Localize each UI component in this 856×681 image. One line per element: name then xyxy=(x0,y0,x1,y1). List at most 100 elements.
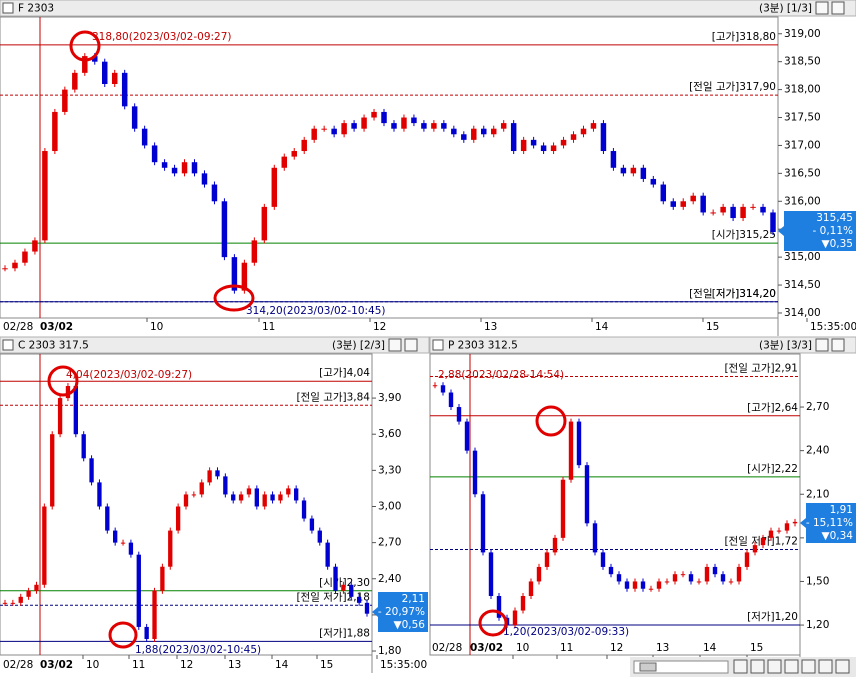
candle xyxy=(696,581,702,583)
highlight-circle xyxy=(213,284,255,312)
play-back-button[interactable] xyxy=(733,659,748,674)
candle xyxy=(616,574,622,582)
stop-button[interactable] xyxy=(750,659,765,674)
x-tick-label: 03/02 xyxy=(40,321,73,333)
candle xyxy=(160,566,165,591)
candle xyxy=(471,128,477,140)
candle xyxy=(720,574,726,582)
candle xyxy=(630,167,637,174)
candle xyxy=(286,488,291,495)
candle xyxy=(750,206,756,208)
y-tick-label: 2,40 xyxy=(806,445,829,457)
x-tick-label: 15 xyxy=(320,659,333,671)
candle xyxy=(72,72,78,90)
candle xyxy=(291,151,297,157)
candle xyxy=(576,421,582,466)
candle xyxy=(632,581,638,589)
candle xyxy=(32,240,38,252)
scroll-thumb[interactable] xyxy=(639,662,657,672)
candle xyxy=(301,500,307,519)
price-box-text: ▼0,35 xyxy=(822,238,853,250)
highlight-circle xyxy=(478,609,508,637)
y-tick-label: 3,30 xyxy=(378,464,401,476)
play-forward-button[interactable] xyxy=(767,659,782,674)
x-tick-label: 11 xyxy=(132,659,145,671)
candle xyxy=(792,521,798,524)
candle xyxy=(89,458,94,483)
zoom-out-button[interactable] xyxy=(801,659,816,674)
y-tick-label: 314,00 xyxy=(784,307,821,319)
high-note: 2,88(2023/02/28-14:54) xyxy=(438,369,564,381)
price-box-text: - 15,11% xyxy=(806,517,853,529)
scroll-track[interactable] xyxy=(633,660,729,674)
candle xyxy=(451,128,457,135)
candle xyxy=(341,123,347,135)
candle xyxy=(128,542,134,555)
price-box-text: - 20,97% xyxy=(378,606,425,618)
price-box-text: 315,45 xyxy=(816,212,853,224)
candle xyxy=(600,552,606,567)
candle xyxy=(221,201,228,258)
candle xyxy=(2,602,8,604)
y-tick-label: 2,70 xyxy=(378,537,401,549)
window-period: (3분) [1/3] xyxy=(759,3,812,15)
candle xyxy=(580,128,587,135)
zoom-reset-button[interactable] xyxy=(818,659,833,674)
window-title: F 2303 xyxy=(18,3,54,15)
candle xyxy=(82,56,88,73)
title-bar xyxy=(429,336,856,354)
candle xyxy=(311,128,317,140)
candle xyxy=(62,89,68,112)
high-note: 4,04(2023/03/02-09:27) xyxy=(66,369,192,381)
window-button[interactable] xyxy=(404,338,418,352)
candle xyxy=(672,574,678,582)
reference-label: [전일 저가]314,20 xyxy=(689,287,776,300)
x-tick-label: 15 xyxy=(706,321,719,333)
candle xyxy=(660,184,667,202)
x-tick-label: 15:35:00 xyxy=(380,659,427,671)
candle xyxy=(421,123,427,129)
candle xyxy=(141,128,148,146)
price-box-text: 2,11 xyxy=(402,593,425,605)
candle xyxy=(2,268,8,270)
window-checkbox[interactable] xyxy=(432,339,444,351)
window-button[interactable] xyxy=(815,338,829,352)
window-checkbox[interactable] xyxy=(2,339,14,351)
candle xyxy=(181,162,188,174)
x-tick-label: 10 xyxy=(150,321,163,333)
plot-area xyxy=(0,16,779,319)
candle xyxy=(544,552,550,567)
window-checkbox[interactable] xyxy=(2,2,14,14)
zoom-in-button[interactable] xyxy=(784,659,799,674)
candle xyxy=(760,537,766,546)
window-button[interactable] xyxy=(815,1,829,15)
candle xyxy=(496,595,502,618)
candle xyxy=(710,212,716,214)
x-tick-label: 14 xyxy=(703,642,717,654)
y-tick-label: 314,50 xyxy=(784,279,821,291)
window-button[interactable] xyxy=(831,1,845,15)
window-button[interactable] xyxy=(831,338,845,352)
candle xyxy=(131,106,138,129)
low-note: 1,88(2023/03/02-10:45) xyxy=(135,644,261,656)
candle xyxy=(301,139,307,152)
x-tick-label: 13 xyxy=(656,642,669,654)
window-button[interactable] xyxy=(388,338,402,352)
candle xyxy=(784,523,790,531)
candle xyxy=(670,201,677,207)
price-box-text: - 0,11% xyxy=(813,225,854,237)
y-tick-label: 2,40 xyxy=(378,573,401,585)
zoom-fit-button[interactable] xyxy=(835,659,850,674)
candle xyxy=(640,581,646,589)
candle xyxy=(201,173,208,185)
x-tick-label: 11 xyxy=(560,642,573,654)
candle xyxy=(688,574,694,582)
y-tick-label: 1,20 xyxy=(806,619,829,631)
highlight-circle xyxy=(47,365,79,397)
candle xyxy=(728,581,734,583)
candle xyxy=(171,167,178,174)
reference-label: [시가]2,30 xyxy=(319,577,370,589)
y-tick-label: 3,90 xyxy=(378,392,401,404)
candle xyxy=(464,421,470,451)
